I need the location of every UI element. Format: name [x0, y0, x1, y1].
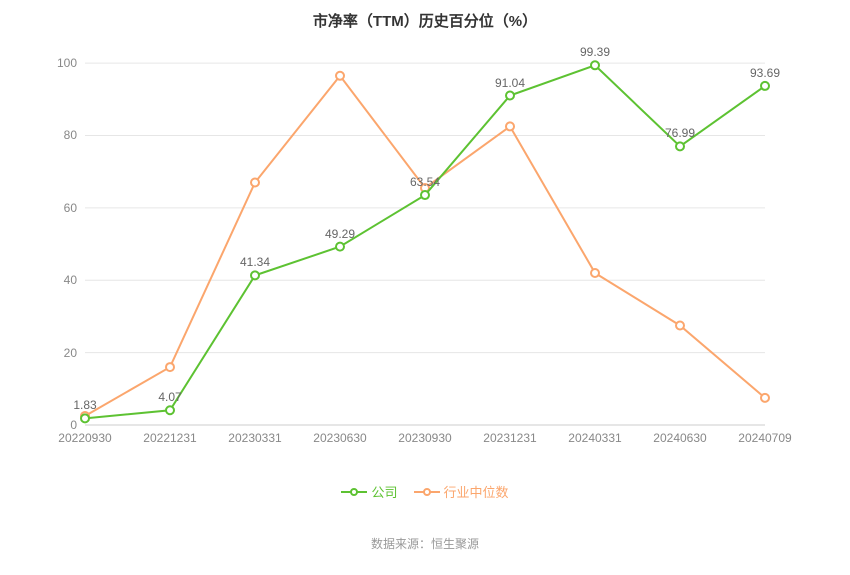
data-point-label: 4.07 [158, 390, 181, 404]
legend: 公司 行业中位数 [0, 482, 850, 501]
series-marker-company [421, 191, 429, 199]
x-axis-tick-label: 20220930 [58, 431, 111, 445]
legend-label: 行业中位数 [444, 482, 509, 501]
series-marker-industry_median [251, 179, 259, 187]
plot-area: 0204060801002022093020221231202303312023… [85, 45, 765, 425]
x-axis-tick-label: 20240331 [568, 431, 621, 445]
series-marker-company [166, 406, 174, 414]
series-marker-industry_median [336, 72, 344, 80]
data-point-label: 93.69 [750, 66, 780, 80]
x-axis-tick-label: 20240709 [738, 431, 791, 445]
data-point-label: 49.29 [325, 227, 355, 241]
legend-swatch-icon [414, 486, 440, 498]
series-marker-industry_median [676, 321, 684, 329]
series-marker-company [251, 271, 259, 279]
x-axis-tick-label: 20230630 [313, 431, 366, 445]
y-axis-tick-label: 0 [70, 418, 77, 432]
x-axis-tick-label: 20231231 [483, 431, 536, 445]
series-marker-industry_median [761, 394, 769, 402]
legend-swatch-icon [341, 486, 367, 498]
x-axis-tick-label: 20240630 [653, 431, 706, 445]
chart-title: 市净率（TTM）历史百分位（%） [0, 10, 850, 31]
data-point-label: 63.54 [410, 175, 440, 189]
data-point-label: 99.39 [580, 45, 610, 59]
series-lines [85, 45, 765, 425]
data-point-label: 41.34 [240, 255, 270, 269]
chart-container: 市净率（TTM）历史百分位（%） 02040608010020220930202… [0, 0, 850, 575]
series-marker-company [506, 92, 514, 100]
source-value: 恒生聚源 [431, 537, 479, 551]
data-point-label: 76.99 [665, 126, 695, 140]
series-marker-company [591, 61, 599, 69]
series-marker-company [676, 142, 684, 150]
legend-item-industry_median[interactable]: 行业中位数 [414, 482, 509, 501]
y-axis-tick-label: 100 [57, 56, 77, 70]
series-marker-industry_median [166, 363, 174, 371]
series-marker-company [761, 82, 769, 90]
series-marker-company [336, 243, 344, 251]
data-source: 数据来源：恒生聚源 [0, 535, 850, 552]
y-axis-tick-label: 80 [64, 128, 77, 142]
data-point-label: 1.83 [73, 398, 96, 412]
series-line-industry_median [85, 76, 765, 416]
series-line-company [85, 65, 765, 418]
legend-item-company[interactable]: 公司 [341, 482, 397, 501]
y-axis-tick-label: 60 [64, 201, 77, 215]
x-axis-tick-label: 20230331 [228, 431, 281, 445]
series-marker-industry_median [506, 122, 514, 130]
series-marker-industry_median [591, 269, 599, 277]
y-axis-tick-label: 20 [64, 346, 77, 360]
x-axis-tick-label: 20230930 [398, 431, 451, 445]
series-marker-company [81, 414, 89, 422]
source-label: 数据来源： [371, 537, 431, 551]
data-point-label: 91.04 [495, 76, 525, 90]
x-axis-tick-label: 20221231 [143, 431, 196, 445]
y-axis-tick-label: 40 [64, 273, 77, 287]
legend-label: 公司 [371, 482, 397, 501]
